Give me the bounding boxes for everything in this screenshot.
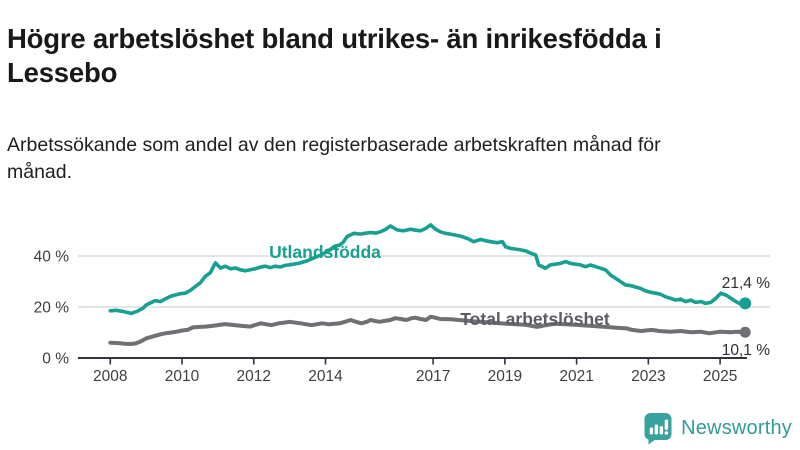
value-label-utlandsfodda: 21,4 % (722, 275, 770, 292)
series-end-dot-utlandsfodda (739, 297, 752, 310)
x-tick-label: 2012 (237, 368, 271, 385)
newsworthy-branding[interactable]: Newsworthy (643, 412, 792, 445)
y-tick-label: 40 % (34, 249, 70, 266)
x-tick-label: 2010 (165, 368, 200, 385)
chart-subtitle: Arbetssökande som andel av den registerb… (7, 133, 661, 184)
x-tick-label: 2025 (703, 368, 737, 385)
series-label-total: Total arbetslöshet (460, 309, 610, 329)
newsworthy-logo-text: Newsworthy (681, 417, 792, 439)
series-label-utlandsfodda: Utlandsfödda (269, 242, 381, 262)
series-end-dot-total (739, 326, 751, 338)
x-tick-label: 2008 (93, 368, 127, 385)
x-tick-label: 2014 (308, 368, 343, 385)
x-tick-label: 2021 (559, 368, 593, 385)
value-label-total: 10,1 % (722, 342, 770, 359)
series-line-total (108, 314, 748, 346)
y-tick-label: 20 % (34, 300, 70, 317)
x-tick-label: 2023 (631, 368, 665, 385)
y-tick-label: 0 % (42, 351, 69, 368)
chart-title: Högre arbetslöshet bland utrikes- än inr… (7, 23, 662, 88)
x-tick-label: 2017 (416, 368, 450, 385)
newsworthy-logo-icon (644, 413, 672, 445)
x-tick-label: 2019 (488, 368, 522, 385)
series-line-utlandsfodda (108, 223, 747, 316)
